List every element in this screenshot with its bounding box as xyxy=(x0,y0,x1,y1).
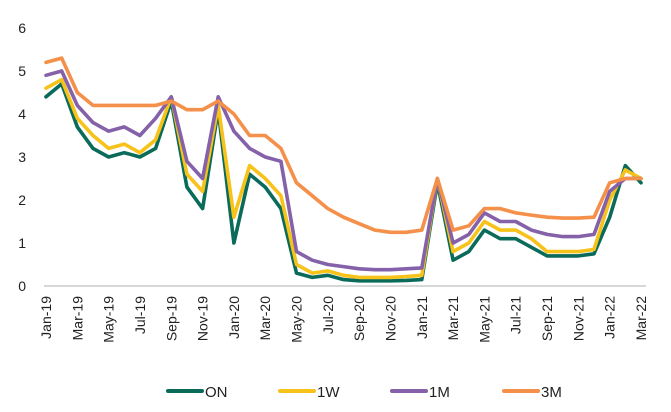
legend-label-on: ON xyxy=(205,384,228,401)
series-line-3m xyxy=(44,56,643,235)
x-tick-label: Jul-21 xyxy=(508,296,524,334)
x-tick-label: Sep-20 xyxy=(351,296,367,341)
y-tick-label: 0 xyxy=(18,278,26,294)
x-axis-ticks: Jan-19 Mar-19 May-19 Jul-19 Sep-19 Nov-19 Jan-… xyxy=(38,296,649,343)
x-tick-label: Jan-19 xyxy=(38,296,54,339)
series-line-1w xyxy=(44,77,643,280)
x-tick-label: Jan-21 xyxy=(414,296,430,339)
y-tick-label: 5 xyxy=(18,63,26,79)
x-tick-label: Mar-22 xyxy=(633,296,649,341)
x-tick-label: May-19 xyxy=(101,296,117,343)
chart-legend: ON 1W 1M 3M xyxy=(166,384,562,401)
legend-label-1w: 1W xyxy=(317,384,340,401)
x-tick-label: Nov-19 xyxy=(195,296,211,341)
x-tick-label: Mar-21 xyxy=(445,296,461,341)
series-layer xyxy=(44,56,643,283)
x-tick-label: Jul-20 xyxy=(320,296,336,334)
legend-label-1m: 1M xyxy=(429,384,450,401)
y-tick-label: 2 xyxy=(18,192,26,208)
y-axis-ticks: 0 1 2 3 4 5 6 xyxy=(18,20,26,294)
y-tick-label: 3 xyxy=(18,149,26,165)
x-tick-label: Jan-22 xyxy=(602,296,618,339)
x-tick-label: May-21 xyxy=(476,296,492,343)
x-tick-label: Sep-19 xyxy=(163,296,179,341)
x-tick-label: May-20 xyxy=(289,296,305,343)
x-tick-label: Sep-21 xyxy=(539,296,555,341)
series-line-on xyxy=(44,82,643,283)
x-tick-label: Jul-19 xyxy=(132,296,148,334)
legend-label-3m: 3M xyxy=(541,384,562,401)
x-tick-label: Jan-20 xyxy=(226,296,242,339)
x-tick-label: Nov-21 xyxy=(570,296,586,341)
y-tick-label: 4 xyxy=(18,106,26,122)
series-line-1m xyxy=(44,69,643,272)
y-tick-label: 1 xyxy=(18,235,26,251)
x-tick-label: Nov-20 xyxy=(382,296,398,341)
x-tick-label: Mar-20 xyxy=(257,296,273,341)
y-tick-label: 6 xyxy=(18,20,26,36)
x-tick-label: Mar-19 xyxy=(69,296,85,341)
